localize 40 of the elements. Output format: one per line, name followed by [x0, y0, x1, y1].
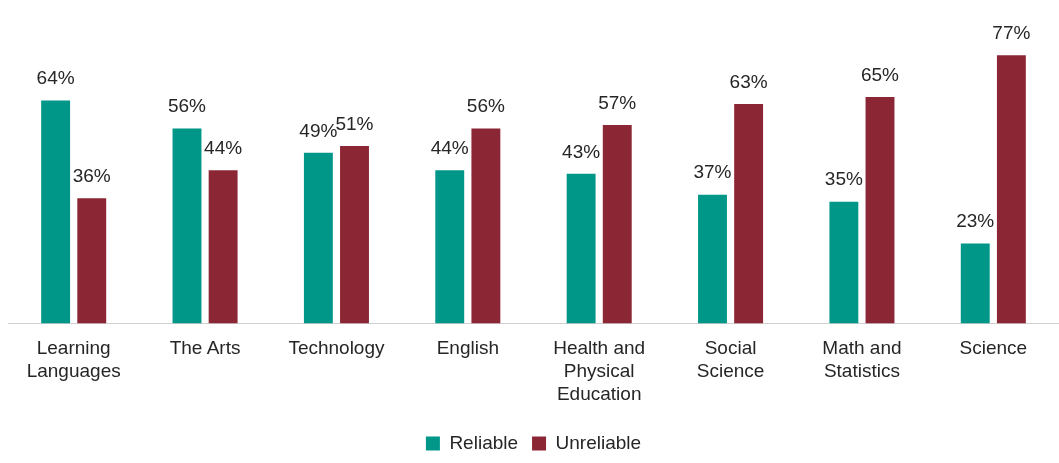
- data-label: 44%: [430, 137, 469, 159]
- data-label: 35%: [824, 168, 863, 190]
- x-tick-label: Social Science: [696, 337, 765, 382]
- bar: [303, 152, 333, 324]
- bar: [208, 170, 238, 324]
- data-label: 56%: [466, 95, 505, 117]
- x-tick-label: Science: [959, 337, 1028, 359]
- x-tick-label: Health and Physical Education: [553, 337, 646, 404]
- bar: [960, 243, 990, 324]
- legend-label: Unreliable: [555, 431, 642, 453]
- bar: [698, 194, 727, 324]
- x-tick-label: Technology: [288, 337, 385, 359]
- bar: [435, 170, 465, 324]
- bar: [41, 100, 71, 324]
- bar: [340, 145, 369, 324]
- data-label: 64%: [36, 67, 75, 89]
- x-tick-label: Learning Languages: [26, 337, 121, 382]
- data-label: 44%: [204, 137, 243, 159]
- data-label: 36%: [72, 164, 111, 186]
- data-label: 77%: [992, 22, 1031, 44]
- data-label: 23%: [956, 210, 995, 232]
- bar: [602, 124, 632, 324]
- data-label: 63%: [729, 70, 768, 92]
- bar: [172, 128, 202, 324]
- legend-label: Reliable: [449, 431, 519, 453]
- x-tick-label: Math and Statistics: [822, 337, 902, 382]
- bar: [77, 198, 107, 324]
- data-label: 57%: [598, 91, 637, 113]
- bar: [865, 97, 895, 324]
- x-tick-label: English: [436, 337, 499, 359]
- data-label: 43%: [562, 140, 601, 162]
- bar: [734, 104, 764, 324]
- x-tick-label: The Arts: [169, 337, 241, 359]
- bar: [566, 173, 596, 324]
- data-label: 56%: [167, 95, 207, 117]
- bar: [829, 201, 859, 324]
- bar: [471, 128, 501, 324]
- bar: [996, 55, 1026, 324]
- data-label: 65%: [860, 63, 900, 85]
- data-label: 37%: [693, 161, 732, 183]
